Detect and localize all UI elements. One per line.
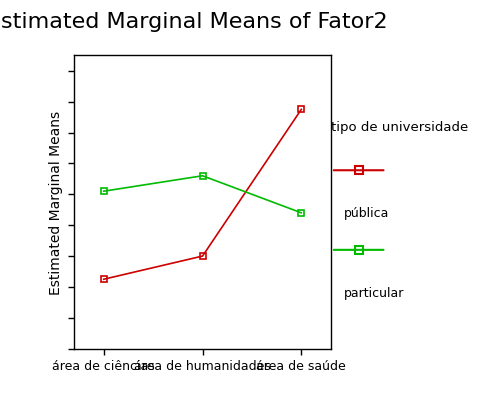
- Text: particular: particular: [344, 286, 404, 299]
- Text: Estimated Marginal Means of Fator2: Estimated Marginal Means of Fator2: [0, 12, 388, 32]
- Text: pública: pública: [344, 207, 389, 220]
- Text: tipo de universidade: tipo de universidade: [331, 120, 468, 133]
- Y-axis label: Estimated Marginal Means: Estimated Marginal Means: [49, 111, 63, 294]
